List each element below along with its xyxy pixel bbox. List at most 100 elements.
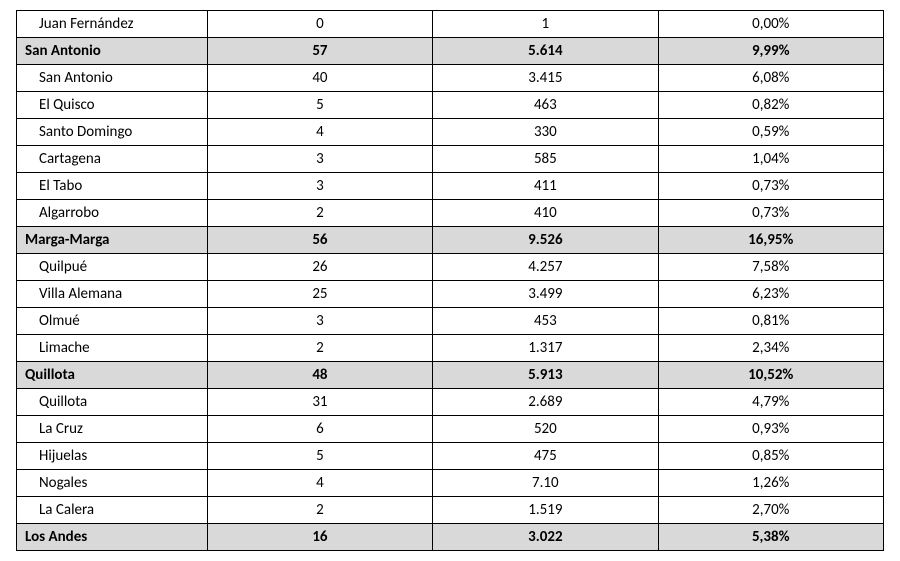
cell-col3: 453 <box>433 308 658 335</box>
cell-col4: 0,73% <box>658 173 883 200</box>
table-row: Marga-Marga569.52616,95% <box>17 227 884 254</box>
cell-col4: 10,52% <box>658 362 883 389</box>
table-row: Quilpué264.2577,58% <box>17 254 884 281</box>
table-row: El Quisco54630,82% <box>17 92 884 119</box>
cell-col2: 25 <box>207 281 432 308</box>
cell-name: Quillota <box>17 389 208 416</box>
cell-col4: 0,73% <box>658 200 883 227</box>
cell-col2: 3 <box>207 308 432 335</box>
cell-col4: 0,82% <box>658 92 883 119</box>
table-row: San Antonio575.6149,99% <box>17 38 884 65</box>
cell-col2: 5 <box>207 92 432 119</box>
table-row: Limache21.3172,34% <box>17 335 884 362</box>
table-row: Nogales47.101,26% <box>17 470 884 497</box>
cell-col2: 0 <box>207 11 432 38</box>
cell-col2: 57 <box>207 38 432 65</box>
cell-name: Olmué <box>17 308 208 335</box>
cell-name: Limache <box>17 335 208 362</box>
table-row: Algarrobo24100,73% <box>17 200 884 227</box>
cell-col2: 3 <box>207 173 432 200</box>
cell-col4: 2,34% <box>658 335 883 362</box>
cell-name: Algarrobo <box>17 200 208 227</box>
cell-col2: 16 <box>207 524 432 551</box>
cell-col3: 3.022 <box>433 524 658 551</box>
cell-col4: 5,38% <box>658 524 883 551</box>
table-row: Los Andes163.0225,38% <box>17 524 884 551</box>
cell-col3: 4.257 <box>433 254 658 281</box>
cell-name: Juan Fernández <box>17 11 208 38</box>
table-row: Cartagena35851,04% <box>17 146 884 173</box>
cell-col2: 40 <box>207 65 432 92</box>
cell-col3: 2.689 <box>433 389 658 416</box>
cell-col2: 4 <box>207 119 432 146</box>
cell-col3: 3.415 <box>433 65 658 92</box>
cell-col2: 26 <box>207 254 432 281</box>
cell-name: Quilpué <box>17 254 208 281</box>
cell-col3: 1.317 <box>433 335 658 362</box>
table-row: San Antonio403.4156,08% <box>17 65 884 92</box>
cell-col3: 585 <box>433 146 658 173</box>
table-row: La Cruz65200,93% <box>17 416 884 443</box>
cell-col4: 1,26% <box>658 470 883 497</box>
cell-name: Hijuelas <box>17 443 208 470</box>
cell-name: El Tabo <box>17 173 208 200</box>
cell-col3: 1.519 <box>433 497 658 524</box>
cell-name: San Antonio <box>17 65 208 92</box>
cell-col2: 2 <box>207 497 432 524</box>
cell-col4: 0,00% <box>658 11 883 38</box>
cell-col4: 0,93% <box>658 416 883 443</box>
cell-col4: 1,04% <box>658 146 883 173</box>
cell-col2: 31 <box>207 389 432 416</box>
cell-col4: 4,79% <box>658 389 883 416</box>
table-row: Quillota485.91310,52% <box>17 362 884 389</box>
cell-name: Marga-Marga <box>17 227 208 254</box>
cell-name: Cartagena <box>17 146 208 173</box>
cell-col3: 1 <box>433 11 658 38</box>
cell-col2: 6 <box>207 416 432 443</box>
data-table: Juan Fernández010,00%San Antonio575.6149… <box>16 10 884 551</box>
cell-col3: 5.913 <box>433 362 658 389</box>
cell-col3: 475 <box>433 443 658 470</box>
cell-col3: 411 <box>433 173 658 200</box>
table-row: Villa Alemana253.4996,23% <box>17 281 884 308</box>
cell-col2: 2 <box>207 335 432 362</box>
cell-col4: 2,70% <box>658 497 883 524</box>
cell-col4: 9,99% <box>658 38 883 65</box>
table-row: Hijuelas54750,85% <box>17 443 884 470</box>
cell-name: La Cruz <box>17 416 208 443</box>
cell-col2: 4 <box>207 470 432 497</box>
cell-col3: 463 <box>433 92 658 119</box>
cell-name: Santo Domingo <box>17 119 208 146</box>
table-row: Santo Domingo43300,59% <box>17 119 884 146</box>
cell-col4: 0,59% <box>658 119 883 146</box>
cell-col2: 5 <box>207 443 432 470</box>
cell-col4: 16,95% <box>658 227 883 254</box>
table-row: Quillota312.6894,79% <box>17 389 884 416</box>
cell-col3: 9.526 <box>433 227 658 254</box>
cell-name: La Calera <box>17 497 208 524</box>
table-row: Olmué34530,81% <box>17 308 884 335</box>
table-row: Juan Fernández010,00% <box>17 11 884 38</box>
cell-col4: 0,81% <box>658 308 883 335</box>
cell-col2: 2 <box>207 200 432 227</box>
cell-col3: 520 <box>433 416 658 443</box>
cell-name: El Quisco <box>17 92 208 119</box>
cell-col4: 0,85% <box>658 443 883 470</box>
cell-name: Quillota <box>17 362 208 389</box>
cell-col2: 48 <box>207 362 432 389</box>
table-row: El Tabo34110,73% <box>17 173 884 200</box>
cell-col3: 330 <box>433 119 658 146</box>
cell-col2: 3 <box>207 146 432 173</box>
cell-col4: 6,08% <box>658 65 883 92</box>
cell-name: San Antonio <box>17 38 208 65</box>
table-row: La Calera21.5192,70% <box>17 497 884 524</box>
cell-col3: 7.10 <box>433 470 658 497</box>
cell-col2: 56 <box>207 227 432 254</box>
cell-col3: 5.614 <box>433 38 658 65</box>
cell-name: Los Andes <box>17 524 208 551</box>
cell-col4: 7,58% <box>658 254 883 281</box>
cell-name: Nogales <box>17 470 208 497</box>
cell-col3: 3.499 <box>433 281 658 308</box>
cell-name: Villa Alemana <box>17 281 208 308</box>
cell-col4: 6,23% <box>658 281 883 308</box>
